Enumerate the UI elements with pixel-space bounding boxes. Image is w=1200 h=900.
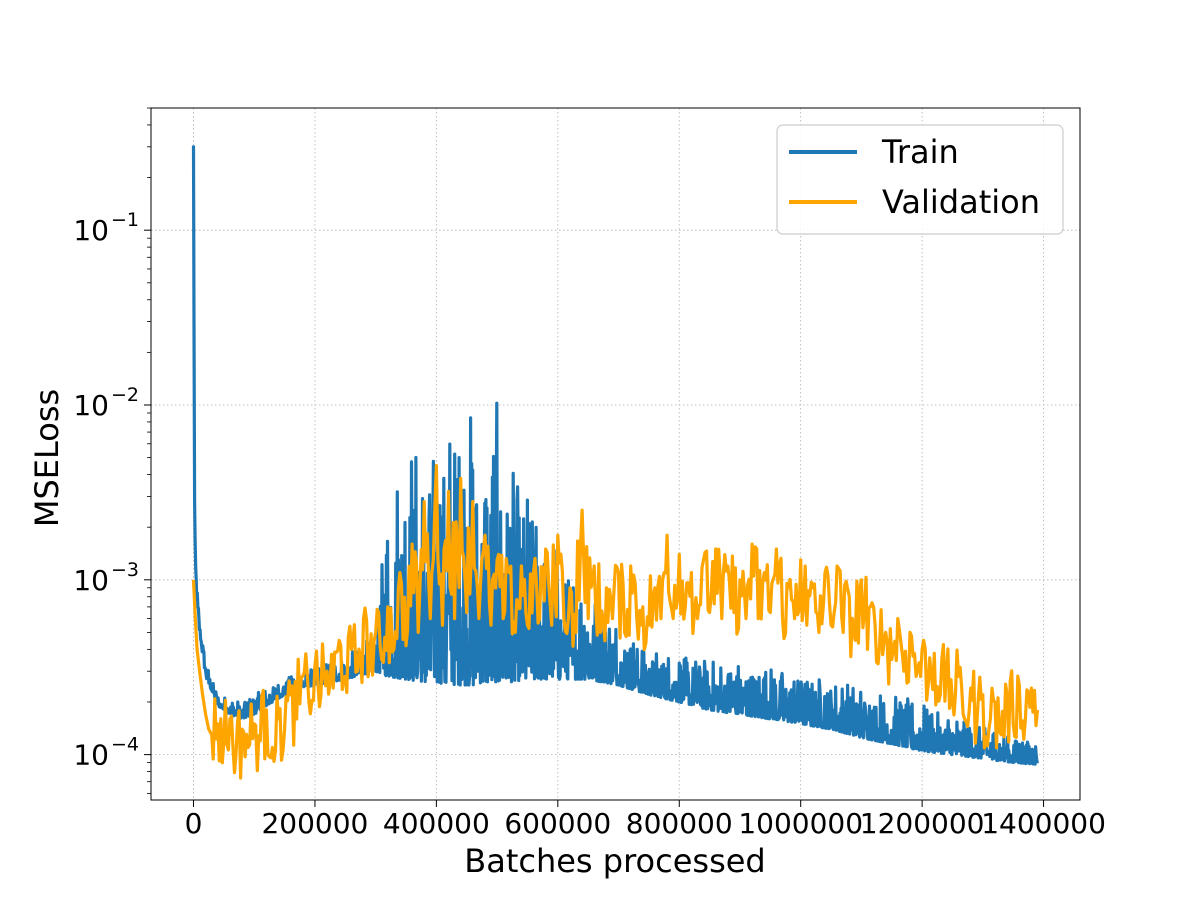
y-tick-exponent: −1 bbox=[111, 209, 139, 231]
y-tick-label: 10 bbox=[73, 214, 109, 247]
series-layer bbox=[191, 145, 1040, 780]
y-axis: 10−410−310−210−1 bbox=[73, 107, 151, 794]
y-tick-label: 10 bbox=[73, 739, 109, 772]
plot-frame bbox=[150, 107, 1081, 801]
y-tick-label: 10 bbox=[73, 564, 109, 597]
x-tick-label: 1000000 bbox=[738, 807, 863, 840]
x-axis-title: Batches processed bbox=[464, 842, 765, 880]
x-tick-label: 1400000 bbox=[981, 807, 1106, 840]
y-tick-exponent: −2 bbox=[111, 384, 139, 406]
validation-line bbox=[191, 464, 1040, 780]
x-tick-label: 0 bbox=[185, 807, 203, 840]
legend-train-label: Train bbox=[881, 133, 959, 171]
x-tick-label: 600000 bbox=[504, 807, 611, 840]
x-tick-label: 400000 bbox=[383, 807, 490, 840]
y-tick-exponent: −4 bbox=[111, 734, 139, 756]
x-axis: 0 200000 400000 600000 800000 100000012000001… bbox=[185, 800, 1106, 840]
y-tick-label: 10 bbox=[73, 389, 109, 422]
y-tick-exponent: −3 bbox=[111, 559, 139, 581]
legend-validation-label: Validation bbox=[882, 183, 1040, 221]
y-axis-title: MSELoss bbox=[28, 389, 66, 527]
x-tick-label: 1200000 bbox=[860, 807, 985, 840]
x-tick-label: 200000 bbox=[261, 807, 368, 840]
legend: Train Validation bbox=[776, 124, 1064, 235]
x-tick-label: 800000 bbox=[626, 807, 733, 840]
